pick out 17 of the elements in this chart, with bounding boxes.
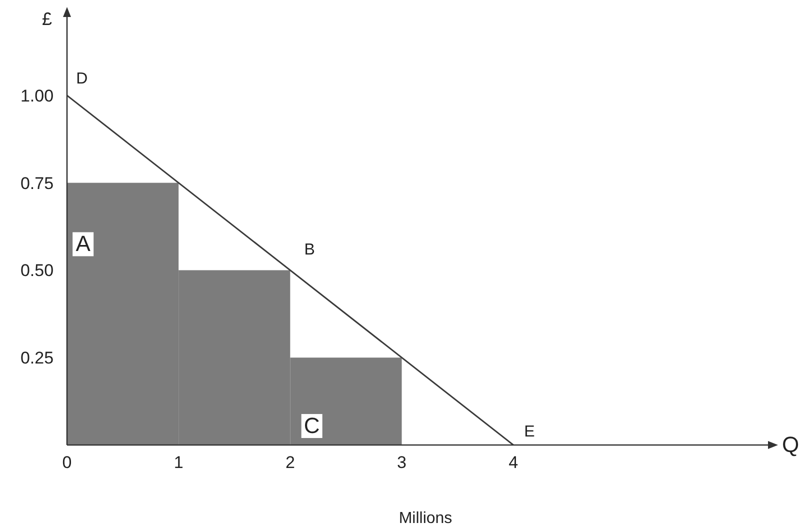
- annotation: A: [76, 231, 91, 256]
- x-tick-label: 3: [397, 453, 406, 472]
- y-axis-title: £: [42, 9, 52, 29]
- x-tick-label: 4: [508, 453, 518, 472]
- y-tick-label: 1.00: [20, 86, 54, 106]
- y-tick-label: 0.75: [20, 174, 54, 193]
- x-tick-label: 0: [62, 453, 72, 472]
- annotation: D: [76, 70, 88, 88]
- annotation: E: [524, 424, 535, 441]
- x-tick-label: 1: [174, 453, 184, 472]
- annotation: C: [304, 413, 320, 438]
- x-axis-title: Q: [782, 432, 800, 457]
- text: Millions: [398, 510, 452, 526]
- x-tick-label: 2: [285, 453, 295, 472]
- y-tick-label: 0.50: [20, 261, 54, 280]
- y-tick-label: 0.25: [20, 348, 54, 368]
- annotation: B: [304, 242, 315, 259]
